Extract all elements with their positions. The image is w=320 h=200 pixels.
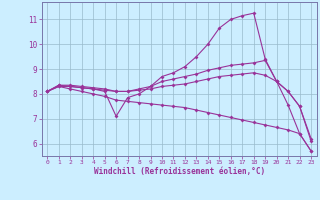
X-axis label: Windchill (Refroidissement éolien,°C): Windchill (Refroidissement éolien,°C) bbox=[94, 167, 265, 176]
